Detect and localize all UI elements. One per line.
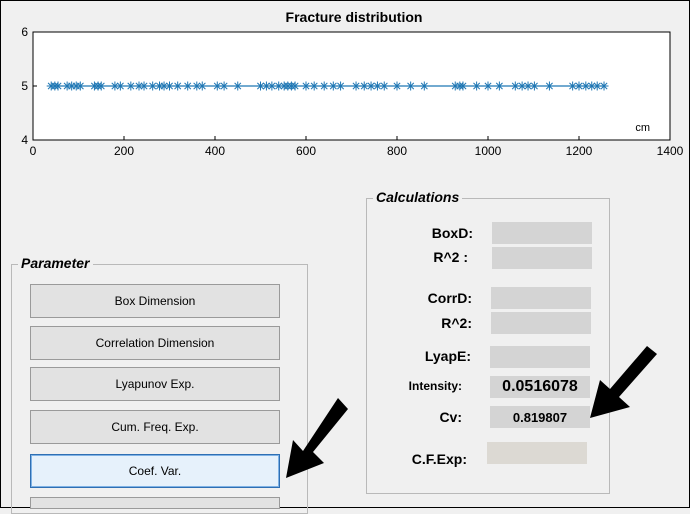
boxd-r2-label: R^2 : [433, 249, 468, 265]
fracture-point [392, 81, 402, 91]
arrow-pointer-coef-var [286, 398, 348, 478]
fracture-point [599, 81, 609, 91]
fracture-point [267, 81, 277, 91]
x-tick-label: 1000 [475, 144, 502, 158]
fracture-point [197, 81, 207, 91]
x-tick-label: 800 [387, 144, 407, 158]
fracture-point [126, 81, 136, 91]
corrd-label: CorrD: [427, 290, 472, 306]
coef-var-button[interactable]: Coef. Var. [30, 454, 280, 488]
intensity-value: 0.0516078 [490, 376, 590, 398]
x-tick-label: 1400 [657, 144, 684, 158]
x-tick-label: 400 [205, 144, 225, 158]
box-dimension-button[interactable]: Box Dimension [30, 284, 280, 318]
intensity-label: Intensity: [408, 379, 462, 393]
fracture-point [351, 81, 361, 91]
fracture-point [472, 81, 482, 91]
fracture-point [219, 81, 229, 91]
fracture-point [419, 81, 429, 91]
fracture-point [406, 81, 416, 91]
y-tick-label: 6 [21, 25, 28, 39]
parameter-group: Parameter [11, 255, 308, 514]
parameter-legend: Parameter [18, 255, 93, 271]
x-tick-label: 600 [296, 144, 316, 158]
fracture-point [53, 81, 63, 91]
fracture-point [115, 81, 125, 91]
fracture-point [319, 81, 329, 91]
fracture-point [173, 81, 183, 91]
fracture-point [301, 81, 311, 91]
arrow-pointer-cv [590, 346, 657, 418]
lyape-field [490, 346, 590, 368]
x-tick-label: 0 [30, 144, 37, 158]
correlation-dimension-button[interactable]: Correlation Dimension [30, 326, 280, 360]
corrd-field [491, 287, 591, 309]
boxd-r2-field [492, 247, 592, 269]
corrd-r2-field [491, 312, 591, 334]
fracture-point [529, 81, 539, 91]
calculations-group: Calculations [366, 189, 610, 494]
fracture-plot: Fracture distribution cm 0 200 400 600 800 10… [0, 0, 690, 170]
axis-ticks: 0 200 400 600 800 1000 1200 1400 4 5 6 [21, 25, 683, 158]
cfexp-label: C.F.Exp: [411, 451, 467, 467]
fracture-point [359, 81, 369, 91]
chart-title: Fracture distribution [286, 9, 423, 25]
fracture-point [458, 81, 468, 91]
cv-value: 0.819807 [490, 406, 590, 428]
fracture-point [165, 81, 174, 91]
fracture-point [139, 81, 149, 91]
fracture-point [592, 81, 602, 91]
cfexp-field [487, 442, 587, 464]
fracture-point [192, 81, 202, 91]
fracture-point [574, 81, 584, 91]
y-tick-label: 5 [21, 79, 28, 93]
calculations-legend: Calculations [373, 189, 463, 205]
fracture-point [290, 81, 300, 91]
fracture-point [544, 81, 554, 91]
fracture-point [309, 81, 319, 91]
fracture-point [483, 81, 493, 91]
fracture-point [379, 81, 389, 91]
cv-label: Cv: [439, 409, 462, 425]
fracture-chart-svg: Fracture distribution cm 0 200 400 600 800 10… [21, 9, 683, 158]
lyapunov-exp-button[interactable]: Lyapunov Exp. [30, 367, 280, 401]
boxd-label: BoxD: [431, 225, 473, 241]
fracture-series [46, 81, 609, 91]
fracture-point [96, 81, 106, 91]
cum-freq-exp-button[interactable]: Cum. Freq. Exp. [30, 410, 280, 444]
lyape-label: LyapE: [424, 348, 471, 364]
x-tick-label: 200 [114, 144, 134, 158]
boxd-field [492, 222, 592, 244]
x-unit-label: cm [635, 122, 650, 134]
fracture-point [233, 81, 243, 91]
y-tick-label: 4 [21, 133, 28, 147]
fracture-point [336, 81, 346, 91]
fracture-point [75, 81, 85, 91]
fracture-point [183, 81, 193, 91]
corrd-r2-label: R^2: [441, 315, 472, 331]
x-tick-label: 1200 [566, 144, 593, 158]
fracture-point [494, 81, 504, 91]
